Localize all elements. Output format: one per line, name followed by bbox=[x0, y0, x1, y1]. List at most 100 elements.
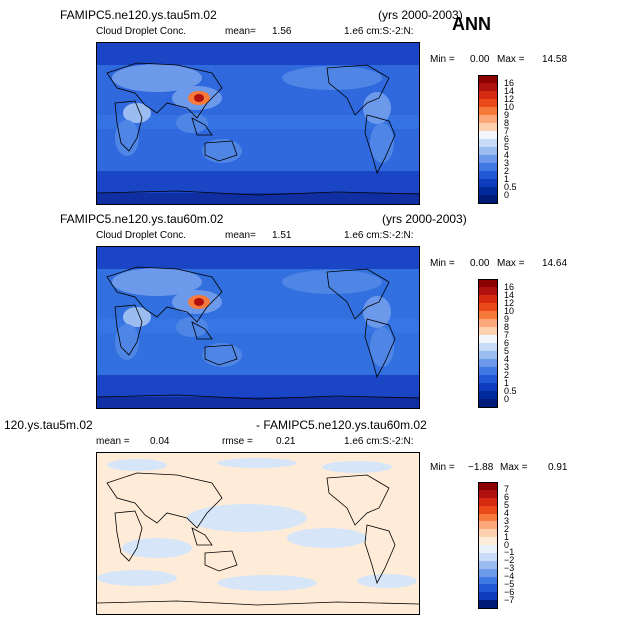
colorbar-swatch bbox=[478, 131, 498, 140]
colorbar-tick-label: 6 bbox=[504, 133, 510, 144]
panel1-units: 1.e6 cm:S:-2:N: bbox=[344, 26, 414, 37]
panel1-max-value: 14.58 bbox=[542, 54, 568, 65]
colorbar-tick-label: −2 bbox=[504, 555, 515, 566]
panel1-map bbox=[96, 42, 420, 205]
panel3-left-title: 120.ys.tau5m.02 bbox=[4, 418, 93, 432]
colorbar-swatch bbox=[478, 592, 498, 601]
panel1-min-label: Min = bbox=[430, 54, 455, 65]
colorbar-tick-label: 7 bbox=[504, 329, 510, 340]
south-america-outline bbox=[364, 318, 396, 379]
colorbar-swatch bbox=[478, 107, 498, 116]
colorbar-tick-label: 8 bbox=[504, 117, 510, 128]
north-america-outline bbox=[326, 268, 390, 320]
colorbar-tick-label: 1 bbox=[504, 173, 510, 184]
colorbar-tick-label: 0 bbox=[504, 539, 510, 550]
colorbar-swatch bbox=[478, 99, 498, 108]
panel3-map-svg bbox=[97, 453, 419, 614]
panel1-mean-value: 1.56 bbox=[272, 26, 292, 37]
australia-outline bbox=[204, 344, 238, 366]
colorbar-tick-label: 6 bbox=[504, 492, 510, 503]
panel2-map-svg bbox=[97, 247, 419, 408]
south-america-outline bbox=[364, 524, 396, 585]
panel2-max-value: 14.64 bbox=[542, 258, 568, 269]
colorbar-swatch bbox=[478, 195, 498, 204]
panel3-min-value: −1.88 bbox=[468, 462, 494, 473]
colorbar-tick-label: 9 bbox=[504, 109, 510, 120]
panel2-max-label: Max = bbox=[497, 258, 525, 269]
colorbar-tick-label: 1 bbox=[504, 531, 510, 542]
panel3-map bbox=[96, 452, 420, 615]
panel1-years: (yrs 2000-2003) bbox=[378, 8, 463, 22]
colorbar-swatch bbox=[478, 171, 498, 180]
panel2-case-title: FAMIPC5.ne120.ys.tau60m.02 bbox=[60, 212, 224, 226]
colorbar-swatch bbox=[478, 584, 498, 593]
panel2-mean-label: mean= bbox=[225, 230, 256, 241]
panel2-map bbox=[96, 246, 420, 409]
colorbar-tick-label: −4 bbox=[504, 571, 515, 581]
panel1-case-title: FAMIPC5.ne120.ys.tau5m.02 bbox=[60, 8, 217, 22]
north-america-outline bbox=[326, 64, 390, 116]
eurasia-outline bbox=[106, 472, 223, 529]
colorbar-tick-label: 16 bbox=[504, 77, 515, 88]
colorbar-tick-label: 1 bbox=[504, 377, 510, 388]
panel2-min-value: 0.00 bbox=[470, 258, 490, 269]
colorbar-swatch bbox=[478, 552, 498, 562]
colorbar-swatch bbox=[478, 568, 498, 577]
colorbar-swatch bbox=[478, 391, 498, 400]
colorbar-swatch bbox=[478, 359, 498, 368]
panel1-mean-label: mean= bbox=[225, 26, 256, 37]
colorbar-swatch bbox=[478, 75, 498, 84]
colorbar-tick-label: 14 bbox=[504, 289, 515, 300]
colorbar-swatch bbox=[478, 560, 498, 570]
panel1-min-value: 0.00 bbox=[470, 54, 490, 65]
australia-outline bbox=[204, 140, 238, 162]
panel3-mean-value: 0.04 bbox=[150, 436, 170, 447]
colorbar-tick-label: −7 bbox=[504, 594, 515, 605]
colorbar-swatch bbox=[478, 576, 498, 585]
colorbar-tick-label: 16 bbox=[504, 281, 515, 292]
panel3-min-label: Min = bbox=[430, 462, 455, 473]
colorbar-tick-label: 5 bbox=[504, 141, 510, 152]
colorbar-tick-label: 4 bbox=[504, 149, 510, 160]
colorbar-swatch bbox=[478, 399, 498, 408]
colorbar-swatch bbox=[478, 327, 498, 336]
colorbar-swatch bbox=[478, 311, 498, 320]
panel1-field-name: Cloud Droplet Conc. bbox=[96, 26, 187, 37]
panel3-rmse-label: rmse = bbox=[222, 436, 253, 447]
panel1-max-label: Max = bbox=[497, 54, 525, 65]
colorbar-swatch bbox=[478, 287, 498, 296]
colorbar-tick-label: 3 bbox=[504, 361, 510, 372]
colorbar-tick-label: 10 bbox=[504, 305, 515, 316]
colorbar-tick-label: 2 bbox=[504, 369, 510, 380]
colorbar-tick-label: 4 bbox=[504, 508, 510, 518]
antarctica-outline bbox=[97, 190, 419, 196]
panel3-right-title: - FAMIPC5.ne120.ys.tau60m.02 bbox=[256, 418, 427, 432]
colorbar-tick-label: 12 bbox=[504, 297, 515, 308]
colorbar-swatch bbox=[478, 155, 498, 164]
colorbar-swatch bbox=[478, 115, 498, 124]
colorbar-swatch bbox=[478, 303, 498, 312]
north-america-outline bbox=[326, 474, 390, 526]
panel2-years: (yrs 2000-2003) bbox=[382, 212, 467, 226]
panel1-map-svg bbox=[97, 43, 419, 204]
panel3-max-value: 0.91 bbox=[548, 462, 568, 473]
panel3-max-label: Max = bbox=[500, 462, 528, 473]
panel3-rmse-value: 0.21 bbox=[276, 436, 296, 447]
colorbar-swatch bbox=[478, 513, 498, 522]
colorbar-swatch bbox=[478, 295, 498, 304]
season-badge: ANN bbox=[452, 14, 491, 34]
colorbar-swatch bbox=[478, 529, 498, 538]
panel1-colorbar: 16 14 12 10 9 8 7 6 5 4 3 2 1 0.5 0 bbox=[478, 75, 538, 204]
colorbar-tick-label: 0.5 bbox=[504, 181, 517, 192]
africa-outline bbox=[114, 510, 143, 562]
panel3-units: 1.e6 cm:S:-2:N: bbox=[344, 436, 414, 447]
colorbar-swatch bbox=[478, 319, 498, 328]
colorbar-tick-label: 5 bbox=[504, 500, 510, 511]
colorbar-swatch bbox=[478, 489, 498, 499]
colorbar-swatch bbox=[478, 123, 498, 132]
colorbar-swatch bbox=[478, 351, 498, 360]
colorbar-tick-label: −6 bbox=[504, 586, 515, 597]
panel2-min-label: Min = bbox=[430, 258, 455, 269]
colorbar-tick-label: 5 bbox=[504, 345, 510, 356]
panel3-mean-label: mean = bbox=[96, 436, 130, 447]
